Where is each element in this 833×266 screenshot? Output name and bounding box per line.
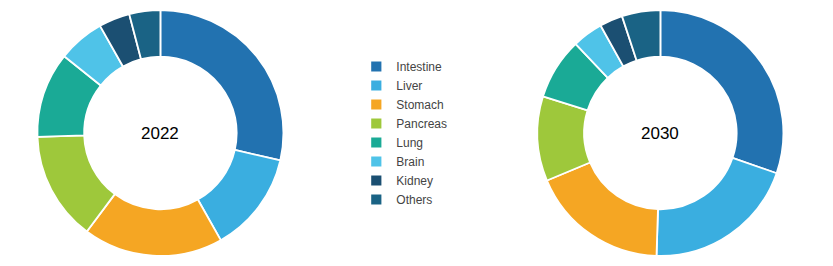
svg-text:Kidney: Kidney (396, 174, 433, 188)
svg-text:Liver: Liver (396, 79, 422, 93)
svg-text:Pancreas: Pancreas (396, 117, 447, 131)
svg-text:Stomach: Stomach (396, 98, 443, 112)
svg-text:2030: 2030 (641, 124, 679, 143)
svg-text:2022: 2022 (141, 124, 179, 143)
svg-text:Intestine: Intestine (396, 60, 442, 74)
svg-text:Lung: Lung (396, 136, 423, 150)
svg-text:Brain: Brain (396, 155, 424, 169)
svg-text:Others: Others (396, 193, 432, 207)
